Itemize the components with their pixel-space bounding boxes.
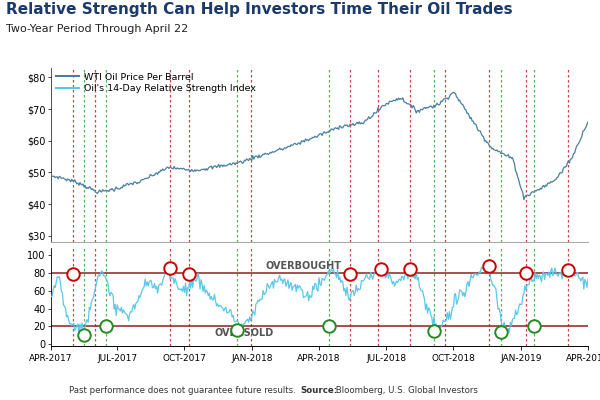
Text: Relative Strength Can Help Investors Time Their Oil Trades: Relative Strength Can Help Investors Tim… bbox=[6, 2, 512, 17]
Text: OVERSOLD: OVERSOLD bbox=[215, 328, 274, 338]
Text: OVERBOUGHT: OVERBOUGHT bbox=[265, 261, 341, 271]
Text: Source:: Source: bbox=[300, 386, 337, 395]
Text: Bloomberg, U.S. Global Investors: Bloomberg, U.S. Global Investors bbox=[333, 386, 478, 395]
Legend: WTI Oil Price Per Barrel, Oil's 14-Day Relative Strength Index: WTI Oil Price Per Barrel, Oil's 14-Day R… bbox=[56, 73, 256, 93]
Text: Two-Year Period Through April 22: Two-Year Period Through April 22 bbox=[6, 24, 188, 34]
Text: Past performance does not guarantee future results.: Past performance does not guarantee futu… bbox=[69, 386, 300, 395]
